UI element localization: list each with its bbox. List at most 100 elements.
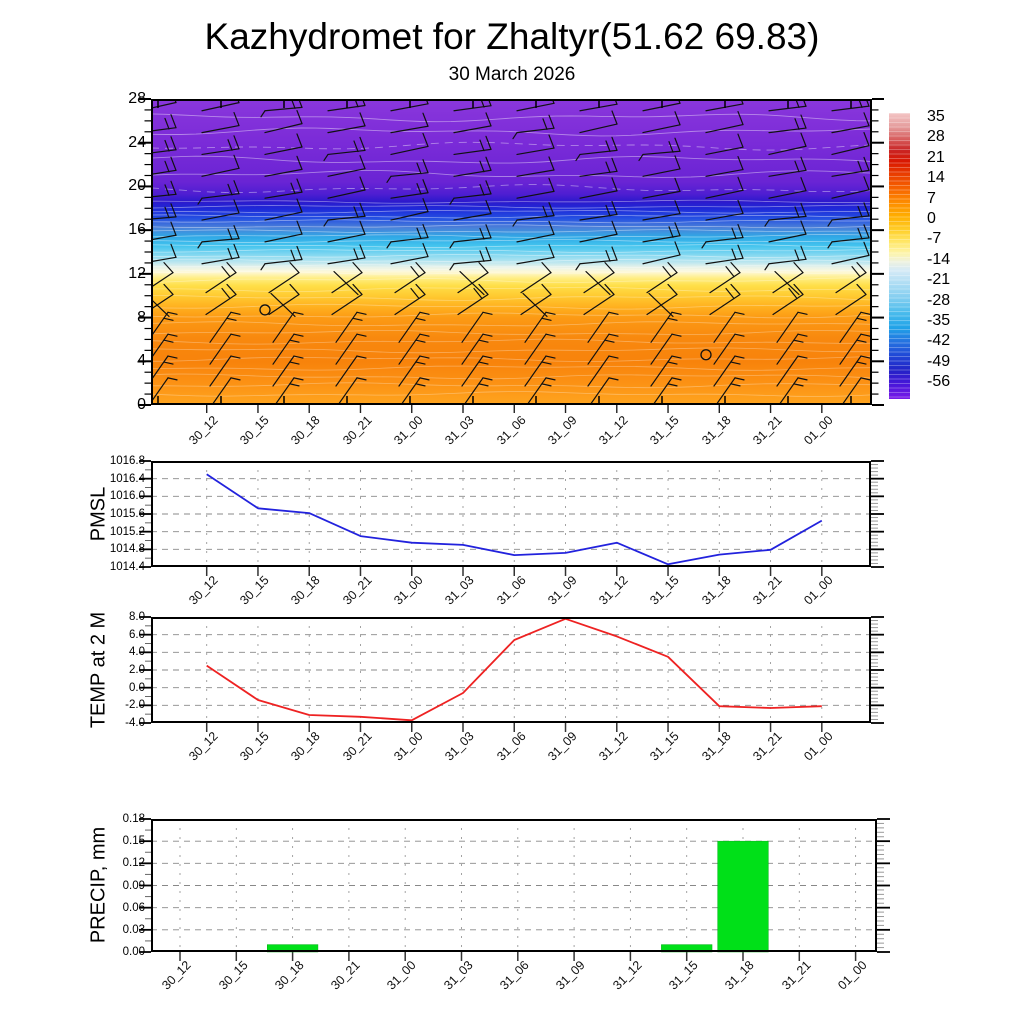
wind-barb-stroke: [776, 355, 799, 387]
pmsl-xtick-label: 30_18: [288, 573, 324, 608]
wind-barb-stroke: [856, 262, 867, 274]
wind-barb-stroke: [482, 311, 493, 315]
wind-barb-stroke: [579, 170, 618, 177]
wind-barb-stroke: [794, 118, 800, 130]
wind-barb-stroke: [359, 136, 366, 152]
wind-barb-stroke: [797, 377, 808, 381]
wind-barb-stroke: [227, 139, 233, 151]
wind-barb-stroke: [337, 377, 358, 405]
wind-barb-stroke: [268, 293, 300, 316]
contour-line: [151, 113, 872, 123]
wind-barb-stroke: [608, 311, 619, 315]
wind-barb-stroke: [394, 272, 426, 294]
wind-barb-stroke: [416, 162, 422, 175]
wind-barb-stroke: [335, 333, 358, 365]
wind-barb-stroke: [611, 110, 618, 125]
wind-barb-stroke: [642, 150, 681, 156]
wind-barb-stroke: [800, 177, 807, 192]
wind-barb-stroke: [478, 339, 489, 343]
precip-plot: [139, 818, 890, 961]
wind-barb-stroke: [839, 355, 862, 387]
colorbar-tick-label: -42: [927, 332, 951, 350]
wind-barb-stroke: [264, 211, 303, 221]
wind-barb-stroke: [545, 311, 556, 315]
wind-barb-stroke: [740, 99, 744, 105]
wind-barb-stroke: [485, 112, 492, 127]
wind-barb-stroke: [526, 377, 547, 405]
wind-barb-stroke: [163, 283, 174, 296]
wind-barb-stroke: [800, 132, 807, 147]
wind-barb-stroke: [524, 311, 547, 343]
wind-barb-stroke: [453, 125, 492, 134]
precip-bar: [717, 840, 769, 953]
wind-barb-stroke: [551, 99, 555, 104]
wind-barb-stroke: [296, 133, 303, 148]
temp-xtick-label: 30_15: [237, 729, 272, 764]
temp-xtick-label: 31_21: [749, 729, 785, 764]
xsec-ytick-label: 16: [128, 221, 146, 239]
wind-barb-stroke: [274, 377, 295, 405]
xsec-ytick-label: 24: [128, 133, 146, 151]
temp-xtick-label: 31_09: [544, 729, 580, 764]
pmsl-ytick-label: 1016.4: [109, 472, 145, 485]
wind-barb-stroke: [416, 227, 422, 240]
wind-barb-stroke: [524, 333, 547, 365]
wind-barb-stroke: [457, 272, 489, 294]
wind-barb-stroke: [831, 215, 870, 221]
wind-barb-stroke: [230, 311, 241, 315]
wind-barb-stroke: [479, 160, 485, 173]
wind-barb-stroke: [359, 202, 366, 217]
precip-xtick-label: 31_06: [497, 958, 532, 993]
pmsl-xtick-label: 30_21: [339, 573, 375, 608]
pmsl-ytick-label: 1016.8: [109, 455, 145, 467]
wind-barb-stroke: [296, 178, 303, 193]
wind-barb-stroke: [709, 293, 741, 316]
wind-barb-stroke: [264, 123, 303, 134]
colorbar-tick-label: 21: [927, 148, 945, 166]
colorbar-tick-label: 35: [927, 108, 945, 125]
wind-barb-stroke: [327, 149, 366, 156]
wind-barb-stroke: [461, 311, 484, 343]
colorbar-tick-label: -14: [927, 250, 951, 268]
precip-xtick-label: 30_12: [159, 958, 194, 993]
contour-line: [151, 321, 872, 327]
wind-barb-stroke: [516, 127, 555, 134]
wind-barb-stroke: [167, 355, 178, 359]
wind-barb-stroke: [674, 222, 681, 237]
wind-barb-stroke: [356, 311, 367, 315]
wind-barb-stroke: [151, 216, 177, 220]
wind-barb-stroke: [205, 272, 237, 294]
wind-barb-stroke: [209, 333, 232, 365]
wind-barb-stroke: [289, 361, 300, 365]
contour-line: [151, 330, 872, 336]
wind-barb-stroke: [604, 283, 615, 296]
wind-barb-stroke: [419, 377, 430, 381]
wind-barb-stroke: [415, 262, 426, 274]
temp-svg-frame: [151, 617, 871, 723]
wind-barb-stroke: [264, 258, 303, 265]
wind-barb-stroke: [201, 212, 240, 221]
wind-barb-stroke: [163, 262, 174, 274]
wind-barb-stroke: [605, 249, 611, 262]
wind-barb-stroke: [608, 333, 619, 337]
wind-barb-stroke: [386, 175, 392, 183]
contour-line: [151, 270, 872, 275]
wind-barb-stroke: [264, 106, 303, 112]
wind-barb-stroke: [270, 292, 296, 318]
wind-barb-stroke: [163, 361, 174, 365]
wind-barb-stroke: [170, 156, 177, 171]
wind-barb-stroke: [541, 383, 552, 387]
contour-line: [151, 169, 872, 178]
wind-barb-stroke: [764, 219, 770, 227]
wind-barb-stroke: [167, 377, 178, 381]
wind-barb-stroke: [857, 227, 863, 240]
contour-line: [151, 155, 872, 164]
xsec-xtick-label: 31_12: [596, 413, 631, 448]
wind-barb-stroke: [794, 206, 800, 219]
wind-barb-stroke: [422, 198, 429, 213]
wind-barb-stroke: [151, 333, 169, 360]
wind-barb-stroke: [359, 220, 366, 235]
wind-barb-stroke: [478, 283, 489, 296]
wind-barb-stroke: [356, 355, 367, 359]
xsec-xtick-label: 31_15: [647, 413, 682, 448]
